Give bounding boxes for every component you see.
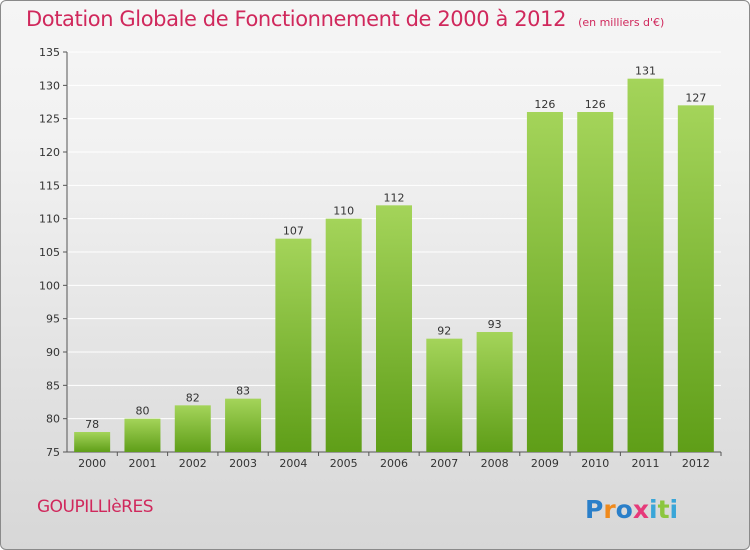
value-label-2012: 127: [685, 91, 706, 104]
logo-letter: P: [585, 495, 603, 524]
y-tick-label: 95: [46, 313, 60, 326]
x-tick-label-2011: 2011: [632, 457, 660, 470]
y-tick-label: 90: [46, 346, 60, 359]
value-label-2004: 107: [283, 225, 304, 238]
bar-2001: [124, 418, 161, 452]
logo-letter: x: [633, 495, 649, 524]
logo-letter: o: [616, 495, 633, 524]
value-label-2008: 93: [488, 318, 502, 331]
value-label-2007: 92: [437, 325, 451, 338]
y-tick-label: 80: [46, 413, 60, 426]
chart-title: Dotation Globale de Fonctionnement de 20…: [26, 7, 567, 31]
value-label-2005: 110: [333, 205, 354, 218]
x-tick-label-2002: 2002: [179, 457, 207, 470]
y-tick-label: 125: [39, 113, 60, 126]
value-label-2010: 126: [585, 98, 606, 111]
x-tick-label-2010: 2010: [581, 457, 609, 470]
y-tick-label: 100: [39, 279, 60, 292]
x-tick-label-2009: 2009: [531, 457, 559, 470]
bar-2009: [526, 112, 563, 452]
value-label-2006: 112: [384, 191, 405, 204]
value-label-2002: 82: [186, 391, 200, 404]
labels: 78 2000 80 2001 82 2002 83 2003 107 2004 110 2005 11…: [78, 65, 710, 470]
value-label-2000: 78: [85, 418, 99, 431]
y-tick-label: 105: [39, 246, 60, 259]
logo-letter: i: [649, 495, 658, 524]
value-label-2009: 126: [534, 98, 555, 111]
bar-2008: [476, 332, 513, 452]
logo-letter: i: [670, 495, 679, 524]
x-tick-label-2005: 2005: [330, 457, 358, 470]
logo-text: Proxiti: [585, 495, 678, 524]
y-tick-label: 85: [46, 379, 60, 392]
x-tick-label-2001: 2001: [128, 457, 156, 470]
value-label-2001: 80: [135, 405, 149, 418]
x-tick-label-2007: 2007: [430, 457, 458, 470]
x-tick-label-2003: 2003: [229, 457, 257, 470]
y-tick-label: 110: [39, 213, 60, 226]
chart-subtitle: (en milliers d'€): [578, 16, 665, 29]
bar-2007: [426, 338, 463, 452]
x-tick-label-2012: 2012: [682, 457, 710, 470]
bar-2004: [275, 238, 312, 452]
y-tick-label: 135: [39, 46, 60, 59]
bar-2011: [627, 78, 664, 453]
bar-2002: [174, 405, 211, 452]
bar-2000: [74, 432, 111, 452]
value-label-2003: 83: [236, 385, 250, 398]
bar-2010: [577, 112, 614, 452]
x-tick-label-2000: 2000: [78, 457, 106, 470]
y-tick-label: 75: [46, 446, 60, 459]
y-tick-label: 130: [39, 79, 60, 92]
bar-2006: [376, 205, 412, 452]
bar-2012: [677, 105, 714, 452]
proxiti-logo: Proxiti: [585, 495, 678, 524]
bar-2005: [325, 218, 362, 452]
commune-name: GOUPILLIèRES: [37, 497, 154, 517]
x-tick-label-2008: 2008: [481, 457, 509, 470]
y-tick-label: 120: [39, 146, 60, 159]
x-tick-label-2006: 2006: [380, 457, 408, 470]
x-tick-label-2004: 2004: [279, 457, 307, 470]
logo-letter: t: [658, 495, 670, 524]
y-tick-label: 115: [39, 179, 60, 192]
bars: [74, 78, 714, 453]
bar-2003: [225, 398, 262, 452]
value-label-2011: 131: [635, 65, 656, 78]
logo-letter: r: [603, 495, 616, 524]
title-block: Dotation Globale de Fonctionnement de 20…: [26, 7, 664, 31]
